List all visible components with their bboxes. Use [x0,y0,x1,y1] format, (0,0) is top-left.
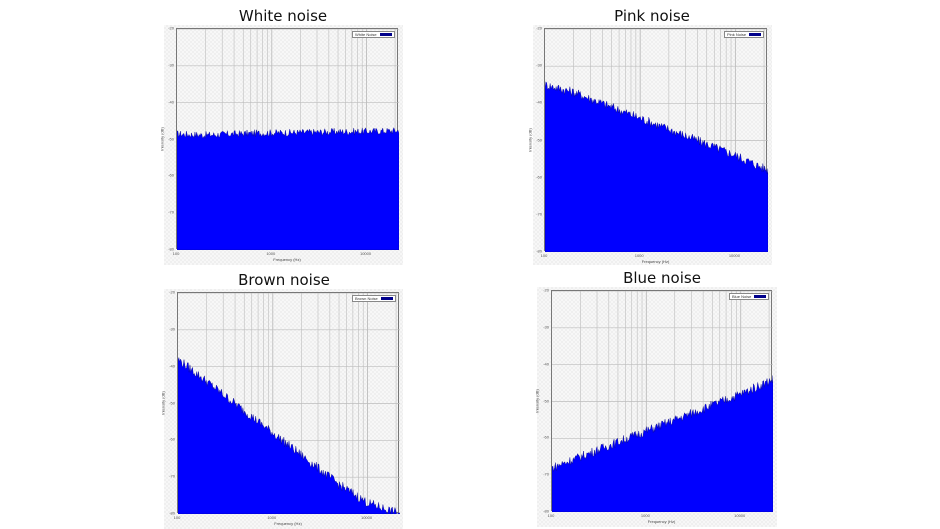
noise-spectrum-area [177,127,399,250]
x-tick-label: 100 [173,515,181,520]
y-axis-label: Intensity (dB) [527,127,533,152]
y-tick-label: -80 [543,508,549,514]
legend-label: White Noise [355,32,377,37]
chart-svg-pink [545,29,768,252]
plot-area-pink [544,28,768,252]
legend-label: Pink Noise [727,32,747,37]
x-axis-label: Frequency (Hz) [273,257,301,262]
chart-legend: White Noise [352,31,395,38]
legend-label: Blue Noise [732,294,752,299]
y-tick-label: -20 [543,287,549,293]
y-tick-label: -80 [169,510,175,516]
y-tick-label: -60 [536,174,542,180]
x-tick-label: 1000 [634,253,644,258]
x-axis-label: Frequency (Hz) [641,259,670,264]
x-tick-label: 10000 [728,253,740,258]
x-axis-label: Frequency (Hz) [647,519,676,524]
y-tick-label: -60 [169,436,175,442]
legend-swatch-icon [754,295,767,298]
y-tick-label: -80 [536,248,542,254]
x-tick-label: 10000 [360,515,373,520]
chart-legend: Brown Noise [352,295,396,302]
x-tick-label: 10000 [734,513,746,518]
chart-title-white: White noise [238,7,328,25]
y-tick-label: -30 [168,62,174,68]
y-tick-label: -30 [543,324,549,330]
y-tick-label: -70 [169,473,175,479]
y-axis-label: Intensity (dB) [160,390,166,415]
legend-swatch-icon [380,297,393,300]
chart-svg-white [177,29,399,250]
y-tick-label: -50 [536,137,542,142]
legend-swatch-icon [379,33,392,36]
y-tick-label: -80 [168,246,174,252]
noise-spectrum-area [178,357,400,514]
plot-area-blue [551,290,773,512]
y-tick-label: -60 [543,434,549,440]
y-tick-label: -40 [168,99,174,105]
y-axis-label: Intensity (dB) [534,388,540,413]
x-tick-label: 100 [172,251,180,256]
y-tick-label: -30 [169,326,175,332]
chart-svg-blue [552,291,773,512]
noise-spectrum-area [552,375,773,512]
y-tick-label: -20 [536,25,542,31]
legend-swatch-icon [749,33,762,36]
x-tick-label: 10000 [359,251,372,256]
chart-title-brown: Brown noise [238,271,330,289]
chart-svg-brown [178,293,400,514]
y-tick-label: -40 [169,363,175,369]
x-tick-label: 1000 [640,513,650,518]
y-axis-label: Intensity (dB) [159,126,165,151]
y-tick-label: -50 [543,398,549,403]
x-axis-label: Frequency (Hz) [274,521,302,526]
x-tick-label: 1000 [267,515,277,520]
plot-area-white [176,28,399,250]
y-tick-label: -70 [536,211,542,217]
y-tick-label: -70 [543,471,549,477]
x-tick-label: 100 [540,253,548,258]
y-tick-label: -20 [168,25,174,31]
chart-legend: Pink Noise [724,31,765,38]
y-tick-label: -60 [168,172,174,178]
chart-title-blue: Blue noise [623,269,701,287]
chart-legend: Blue Noise [729,293,770,300]
x-tick-label: 100 [547,513,555,518]
y-tick-label: -50 [169,400,175,405]
plot-area-brown [177,292,400,514]
y-tick-label: -40 [543,361,549,367]
y-tick-label: -40 [536,99,542,105]
x-tick-label: 1000 [266,251,276,256]
y-tick-label: -70 [168,209,174,215]
chart-title-pink: Pink noise [614,7,690,25]
y-tick-label: -30 [536,62,542,68]
noise-spectrum-area [545,81,768,252]
legend-label: Brown Noise [355,296,378,301]
y-tick-label: -50 [168,136,174,141]
y-tick-label: -20 [169,289,175,295]
